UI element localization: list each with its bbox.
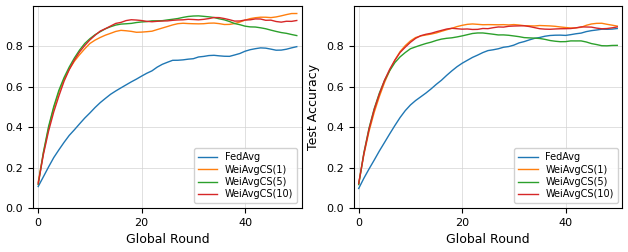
WeiAvgCS(5) — [479, 32, 487, 35]
WeiAvgCS(10) — [614, 25, 621, 28]
WeiAvgCS(1) — [220, 23, 228, 26]
WeiAvgCS(10) — [226, 18, 234, 21]
WeiAvgCS(10) — [412, 37, 420, 40]
Line: WeiAvgCS(10): WeiAvgCS(10) — [359, 26, 617, 183]
FedAvg — [614, 27, 621, 30]
FedAvg — [288, 46, 295, 49]
WeiAvgCS(1) — [541, 24, 549, 27]
WeiAvgCS(5) — [546, 39, 554, 42]
WeiAvgCS(10) — [112, 22, 119, 25]
WeiAvgCS(5) — [355, 183, 362, 186]
WeiAvgCS(10) — [205, 17, 213, 20]
FedAvg — [205, 54, 213, 57]
Legend: FedAvg, WeiAvgCS(1), WeiAvgCS(5), WeiAvgCS(10): FedAvg, WeiAvgCS(1), WeiAvgCS(5), WeiAvg… — [514, 148, 617, 203]
WeiAvgCS(10) — [609, 26, 616, 29]
Line: FedAvg: FedAvg — [359, 28, 617, 188]
Line: WeiAvgCS(5): WeiAvgCS(5) — [359, 33, 617, 185]
WeiAvgCS(5) — [117, 23, 125, 26]
Legend: FedAvg, WeiAvgCS(1), WeiAvgCS(5), WeiAvgCS(10): FedAvg, WeiAvgCS(1), WeiAvgCS(5), WeiAvg… — [193, 148, 297, 203]
FedAvg — [433, 83, 440, 86]
WeiAvgCS(10) — [433, 30, 440, 33]
WeiAvgCS(10) — [35, 182, 42, 185]
WeiAvgCS(1) — [293, 12, 301, 15]
WeiAvgCS(1) — [117, 29, 125, 32]
FedAvg — [220, 55, 228, 58]
Y-axis label: Test Accuracy: Test Accuracy — [308, 64, 320, 150]
WeiAvgCS(5) — [293, 34, 301, 37]
WeiAvgCS(5) — [531, 37, 538, 40]
WeiAvgCS(10) — [355, 182, 362, 185]
WeiAvgCS(10) — [546, 28, 554, 31]
WeiAvgCS(1) — [91, 39, 99, 42]
WeiAvgCS(5) — [112, 23, 119, 26]
WeiAvgCS(1) — [526, 24, 533, 27]
WeiAvgCS(1) — [205, 22, 213, 25]
WeiAvgCS(10) — [438, 29, 445, 32]
FedAvg — [91, 106, 99, 109]
Line: FedAvg: FedAvg — [38, 47, 297, 186]
WeiAvgCS(5) — [614, 44, 621, 47]
FedAvg — [541, 35, 549, 38]
WeiAvgCS(1) — [355, 182, 362, 185]
WeiAvgCS(5) — [433, 39, 440, 42]
WeiAvgCS(1) — [598, 22, 605, 25]
WeiAvgCS(10) — [91, 34, 99, 37]
FedAvg — [117, 86, 125, 89]
FedAvg — [355, 187, 362, 190]
WeiAvgCS(10) — [288, 20, 295, 23]
Line: WeiAvgCS(5): WeiAvgCS(5) — [38, 16, 297, 184]
WeiAvgCS(1) — [609, 24, 616, 27]
WeiAvgCS(1) — [412, 36, 420, 39]
WeiAvgCS(5) — [35, 183, 42, 186]
WeiAvgCS(5) — [226, 20, 234, 23]
WeiAvgCS(10) — [210, 16, 218, 19]
FedAvg — [412, 99, 420, 102]
WeiAvgCS(1) — [438, 30, 445, 33]
FedAvg — [35, 185, 42, 188]
FedAvg — [112, 89, 119, 92]
X-axis label: Global Round: Global Round — [446, 233, 530, 246]
Line: WeiAvgCS(1): WeiAvgCS(1) — [38, 14, 297, 182]
X-axis label: Global Round: Global Round — [126, 233, 209, 246]
WeiAvgCS(5) — [210, 16, 218, 19]
WeiAvgCS(5) — [91, 33, 99, 36]
FedAvg — [526, 38, 533, 41]
WeiAvgCS(5) — [288, 33, 295, 36]
WeiAvgCS(1) — [288, 12, 295, 15]
Line: WeiAvgCS(1): WeiAvgCS(1) — [359, 23, 617, 183]
WeiAvgCS(10) — [117, 21, 125, 24]
WeiAvgCS(1) — [35, 181, 42, 184]
WeiAvgCS(10) — [293, 19, 301, 22]
WeiAvgCS(5) — [195, 14, 202, 17]
FedAvg — [293, 45, 301, 48]
FedAvg — [609, 27, 616, 30]
WeiAvgCS(10) — [531, 26, 538, 29]
FedAvg — [438, 79, 445, 82]
WeiAvgCS(1) — [614, 25, 621, 28]
WeiAvgCS(1) — [433, 32, 440, 35]
WeiAvgCS(5) — [609, 44, 616, 47]
WeiAvgCS(10) — [521, 24, 528, 27]
WeiAvgCS(5) — [412, 45, 420, 48]
Line: WeiAvgCS(10): WeiAvgCS(10) — [38, 18, 297, 184]
WeiAvgCS(5) — [438, 38, 445, 41]
WeiAvgCS(1) — [112, 30, 119, 33]
